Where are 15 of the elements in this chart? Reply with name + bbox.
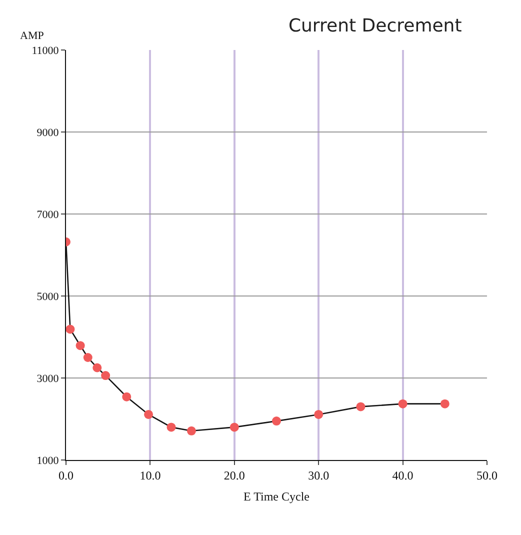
chart-title: Current Decrement	[288, 15, 462, 36]
y-tick-label: 3000	[36, 372, 60, 385]
x-tick-label: 10.0	[140, 468, 161, 482]
y-tick-label: 5000	[36, 290, 60, 303]
y-tick-label: 1000	[36, 454, 60, 467]
x-tick-label: 0.0	[58, 468, 74, 482]
y-tick-label: 9000	[36, 126, 60, 139]
y-tick-label: 7000	[36, 208, 60, 221]
y-axis-title: AMP	[20, 30, 44, 42]
x-tick-label: 30.0	[308, 468, 330, 482]
x-axis-title: E Time Cycle	[243, 489, 310, 504]
x-tick-label: 40.0	[392, 468, 414, 482]
x-tick-label: 50.0	[476, 468, 498, 482]
y-tick-label: 11000	[32, 44, 60, 57]
x-tick-label: 20.0	[224, 468, 245, 482]
